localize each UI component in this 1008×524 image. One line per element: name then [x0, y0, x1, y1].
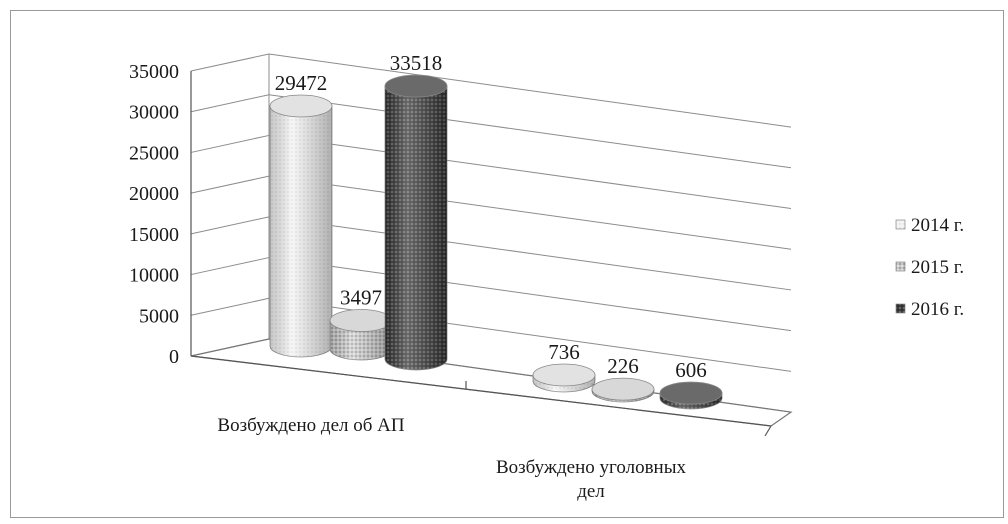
legend-item: 2016 г.	[895, 299, 964, 320]
bar	[591, 377, 655, 403]
side-gridline	[190, 175, 270, 194]
back-gridline	[268, 216, 792, 291]
y-tick-label: 5000	[139, 305, 179, 327]
y-tick-label: 25000	[129, 142, 179, 164]
side-gridline	[190, 134, 270, 153]
data-label: 606	[675, 358, 707, 382]
bar-shade	[385, 86, 447, 370]
bar-top	[269, 94, 333, 118]
legend-swatch	[895, 303, 906, 314]
back-gridline	[268, 53, 792, 128]
back-gridline	[268, 134, 792, 210]
data-label: 3497	[340, 286, 382, 310]
category-label: Возбуждено уголовных дел	[496, 457, 686, 502]
bar-shade	[270, 106, 332, 357]
x-axis-line	[190, 355, 772, 427]
bar-top	[329, 309, 393, 332]
data-label: 226	[607, 354, 639, 378]
legend-item: 2014 г.	[895, 215, 964, 236]
legend-label: 2016 г.	[911, 299, 964, 320]
data-label: 33518	[390, 51, 443, 75]
back-gridline	[268, 94, 792, 169]
legend-swatch	[895, 261, 906, 272]
y-tick-label: 15000	[129, 224, 179, 246]
bar-top	[591, 377, 655, 401]
side-gridline	[190, 297, 270, 316]
category-label: Возбуждено дел об АП	[217, 415, 404, 436]
chart-frame: 0 5000 10000 15000 20000 25000 30000 35000 2947…	[10, 10, 1004, 518]
legend-item: 2015 г.	[895, 257, 964, 278]
side-gridline	[190, 94, 270, 113]
legend-label: 2014 г.	[911, 215, 964, 236]
y-tick-label: 0	[169, 346, 179, 368]
side-gridline	[190, 216, 270, 235]
back-gridline	[268, 257, 792, 332]
bar	[384, 74, 448, 371]
chart-svg: 0 5000 10000 15000 20000 25000 30000 35000 2947…	[129, 51, 964, 502]
side-gridline	[190, 53, 270, 72]
back-gridline	[268, 175, 792, 250]
y-tick-label: 20000	[129, 183, 179, 205]
bar	[532, 363, 596, 393]
bar-top	[384, 74, 448, 98]
y-tick-label: 30000	[129, 102, 179, 124]
side-gridline	[190, 257, 270, 276]
x-tick	[764, 425, 772, 437]
bar	[329, 309, 393, 361]
bar-top	[532, 363, 596, 387]
data-label: 29472	[275, 71, 328, 95]
legend-label: 2015 г.	[911, 257, 964, 278]
data-label: 736	[548, 340, 580, 364]
bar	[659, 381, 723, 410]
legend-swatch	[895, 219, 906, 230]
y-tick-label: 35000	[129, 61, 179, 83]
bar-top	[659, 381, 723, 405]
bar	[269, 94, 333, 358]
y-tick-label: 10000	[129, 265, 179, 287]
